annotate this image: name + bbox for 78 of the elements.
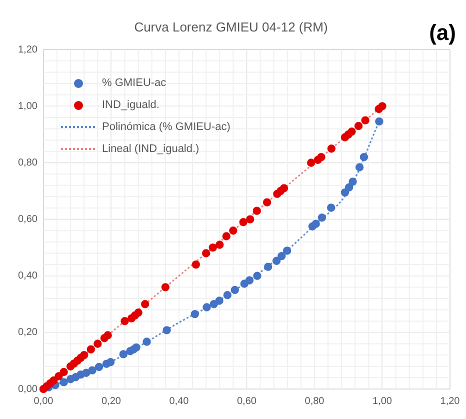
point (119, 350, 128, 358)
text: (a) (429, 20, 456, 45)
point (252, 206, 261, 215)
x-tick-label: 0,40 (169, 396, 190, 407)
point (344, 183, 354, 192)
y-tick-label: 1,20 (18, 44, 38, 56)
chart-title: Curva Lorenz GMIEU 04-12 (RM) (134, 19, 328, 34)
point (190, 310, 199, 318)
point (318, 214, 326, 222)
point (162, 326, 171, 334)
point (317, 152, 326, 162)
x-tick-label: 0,00 (34, 396, 54, 407)
point (245, 276, 254, 284)
point (223, 291, 232, 300)
point (140, 300, 150, 308)
y-tick-label: 0,60 (18, 214, 38, 226)
point (355, 163, 364, 172)
point (222, 232, 231, 240)
point (348, 178, 357, 186)
y-tick-label: 0,20 (18, 327, 38, 338)
point (278, 252, 286, 260)
point (327, 144, 336, 153)
point (208, 243, 217, 252)
point (272, 256, 281, 265)
point (326, 204, 336, 212)
point (94, 340, 102, 348)
point (120, 317, 129, 326)
x-tick-label: 0,60 (236, 396, 257, 407)
point (142, 338, 151, 346)
point (50, 376, 58, 385)
point (86, 345, 95, 354)
point (192, 260, 200, 269)
legend-label: IND_iguald. (102, 99, 160, 111)
point (54, 372, 63, 380)
point (239, 218, 248, 226)
legend-label: % GMIEU-ac (102, 77, 166, 89)
legend-label: Lineal (IND_iguald.) (102, 143, 200, 155)
y-tick-label: 0,80 (18, 157, 38, 168)
y-tick-label: 1,00 (18, 100, 38, 112)
x-tick-label: 1,20 (440, 396, 460, 407)
x-tick-label: 0,80 (304, 396, 325, 407)
point (202, 303, 211, 312)
point (230, 286, 239, 294)
y-tick-label: 0,00 (18, 384, 38, 395)
point (229, 226, 238, 235)
point (132, 343, 140, 352)
x-tick-label: 0,20 (101, 396, 122, 407)
point (60, 368, 68, 376)
point (378, 102, 386, 110)
legend-label: Polinómica (% GMIEU-ac) (102, 121, 230, 133)
point (253, 272, 262, 280)
point (88, 366, 96, 374)
point (348, 128, 356, 136)
point (202, 249, 210, 258)
point (82, 368, 90, 377)
point (106, 358, 115, 366)
point (161, 283, 170, 292)
point (307, 158, 316, 167)
point (375, 117, 384, 126)
point (282, 246, 292, 255)
point (134, 308, 142, 317)
point (80, 350, 88, 360)
x-tick-label: 1,00 (372, 396, 392, 407)
point (360, 152, 368, 162)
point (264, 262, 272, 271)
y-tick-label: 0,40 (18, 270, 38, 282)
point (354, 122, 363, 130)
point (94, 362, 104, 372)
point (340, 188, 350, 197)
point (60, 378, 68, 386)
point (361, 116, 370, 124)
point (104, 331, 112, 340)
point (280, 184, 288, 192)
point (246, 215, 254, 224)
point (312, 220, 320, 228)
point (216, 240, 224, 249)
point (262, 198, 272, 206)
point (215, 296, 224, 305)
